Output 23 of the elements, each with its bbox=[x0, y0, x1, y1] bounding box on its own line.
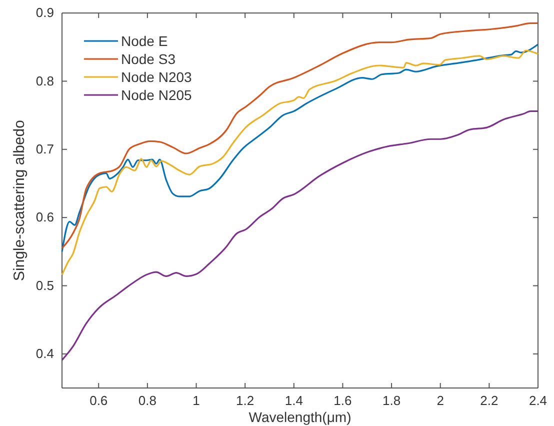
x-tick-label: 2.2 bbox=[480, 393, 498, 408]
y-tick-label: 0.9 bbox=[36, 5, 54, 20]
x-tick-label: 2.4 bbox=[528, 393, 548, 408]
legend-label: Node N203 bbox=[121, 69, 192, 85]
x-tick-label: 1.4 bbox=[284, 393, 303, 408]
x-tick-label: 0.6 bbox=[90, 393, 108, 408]
y-tick-label: 0.4 bbox=[36, 346, 54, 362]
x-tick-label: 1.6 bbox=[334, 393, 352, 408]
y-tick-label: 0.8 bbox=[36, 73, 54, 88]
line-series bbox=[61, 110, 539, 361]
x-axis-title: Wavelength(μm) bbox=[248, 409, 352, 425]
x-tick-label: 1.2 bbox=[236, 393, 254, 408]
legend-label: Node E bbox=[121, 33, 168, 49]
legend-label: Node S3 bbox=[121, 51, 176, 67]
y-tick-label: 0.5 bbox=[36, 278, 54, 293]
x-tick-label: 1.8 bbox=[382, 393, 401, 408]
x-tick-label: 1 bbox=[192, 393, 200, 408]
x-tick-label: 2 bbox=[436, 393, 444, 408]
y-tick-label: 0.7 bbox=[36, 142, 54, 157]
y-axis-title: Single-scattering albedo bbox=[11, 120, 28, 281]
y-tick-label: 0.6 bbox=[36, 210, 54, 225]
legend-label: Node N205 bbox=[121, 87, 192, 103]
x-tick-label: 0.8 bbox=[138, 393, 156, 408]
